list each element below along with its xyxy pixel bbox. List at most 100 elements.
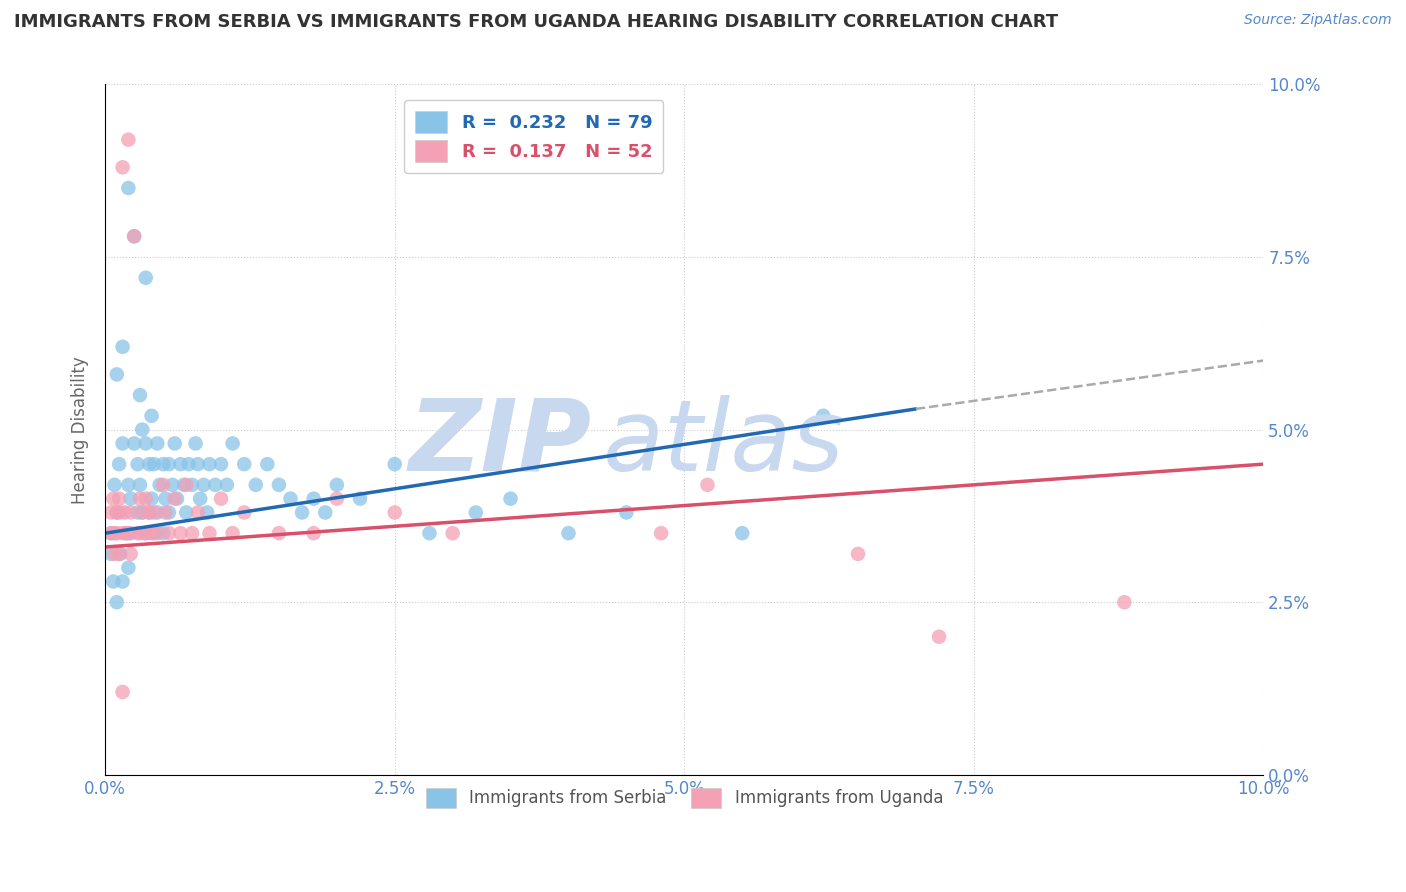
Point	[142, 506, 165, 520]
Point	[349, 491, 371, 506]
Point	[174, 478, 197, 492]
Point	[120, 506, 142, 520]
Point	[204, 478, 226, 492]
Point	[928, 630, 950, 644]
Point	[499, 491, 522, 506]
Point	[129, 478, 152, 492]
Point	[209, 491, 232, 506]
Point	[117, 181, 139, 195]
Point	[142, 457, 165, 471]
Point	[135, 526, 157, 541]
Point	[103, 491, 125, 506]
Point	[215, 478, 238, 492]
Point	[135, 491, 157, 506]
Point	[198, 457, 221, 471]
Point	[103, 574, 125, 589]
Point	[195, 506, 218, 520]
Point	[441, 526, 464, 541]
Point	[117, 133, 139, 147]
Point	[120, 526, 142, 541]
Point	[173, 478, 195, 492]
Point	[193, 478, 215, 492]
Point	[127, 457, 149, 471]
Point	[146, 436, 169, 450]
Text: ZIP: ZIP	[409, 395, 592, 491]
Point	[245, 478, 267, 492]
Point	[256, 457, 278, 471]
Point	[129, 388, 152, 402]
Text: IMMIGRANTS FROM SERBIA VS IMMIGRANTS FROM UGANDA HEARING DISABILITY CORRELATION : IMMIGRANTS FROM SERBIA VS IMMIGRANTS FRO…	[14, 13, 1059, 31]
Point	[155, 506, 177, 520]
Point	[100, 547, 122, 561]
Point	[233, 506, 256, 520]
Point	[115, 526, 138, 541]
Point	[146, 506, 169, 520]
Point	[181, 526, 204, 541]
Point	[291, 506, 314, 520]
Point	[103, 547, 125, 561]
Point	[117, 478, 139, 492]
Point	[169, 457, 191, 471]
Point	[141, 526, 163, 541]
Point	[105, 526, 128, 541]
Legend: Immigrants from Serbia, Immigrants from Uganda: Immigrants from Serbia, Immigrants from …	[419, 781, 949, 814]
Point	[221, 526, 243, 541]
Point	[141, 409, 163, 423]
Point	[110, 547, 132, 561]
Point	[111, 161, 134, 175]
Point	[188, 491, 211, 506]
Point	[169, 526, 191, 541]
Point	[131, 506, 153, 520]
Point	[157, 526, 180, 541]
Point	[111, 340, 134, 354]
Point	[120, 547, 142, 561]
Point	[314, 506, 336, 520]
Point	[117, 560, 139, 574]
Text: Source: ZipAtlas.com: Source: ZipAtlas.com	[1244, 13, 1392, 28]
Point	[187, 457, 209, 471]
Point	[267, 526, 290, 541]
Point	[138, 506, 160, 520]
Point	[152, 478, 174, 492]
Point	[302, 526, 325, 541]
Point	[152, 457, 174, 471]
Point	[181, 478, 204, 492]
Point	[418, 526, 440, 541]
Point	[108, 547, 131, 561]
Point	[135, 436, 157, 450]
Point	[122, 436, 145, 450]
Point	[103, 526, 125, 541]
Point	[120, 491, 142, 506]
Point	[187, 506, 209, 520]
Point	[131, 506, 153, 520]
Point	[103, 478, 125, 492]
Point	[177, 457, 200, 471]
Point	[650, 526, 672, 541]
Point	[129, 491, 152, 506]
Text: atlas: atlas	[603, 395, 845, 491]
Point	[108, 491, 131, 506]
Point	[221, 436, 243, 450]
Point	[100, 506, 122, 520]
Point	[135, 270, 157, 285]
Y-axis label: Hearing Disability: Hearing Disability	[72, 356, 89, 503]
Point	[149, 478, 172, 492]
Point	[111, 436, 134, 450]
Point	[384, 457, 406, 471]
Point	[1114, 595, 1136, 609]
Point	[174, 506, 197, 520]
Point	[138, 457, 160, 471]
Point	[731, 526, 754, 541]
Point	[105, 506, 128, 520]
Point	[557, 526, 579, 541]
Point	[108, 457, 131, 471]
Point	[157, 506, 180, 520]
Point	[117, 526, 139, 541]
Point	[111, 526, 134, 541]
Point	[111, 685, 134, 699]
Point	[115, 526, 138, 541]
Point	[105, 368, 128, 382]
Point	[142, 526, 165, 541]
Point	[105, 506, 128, 520]
Point	[146, 526, 169, 541]
